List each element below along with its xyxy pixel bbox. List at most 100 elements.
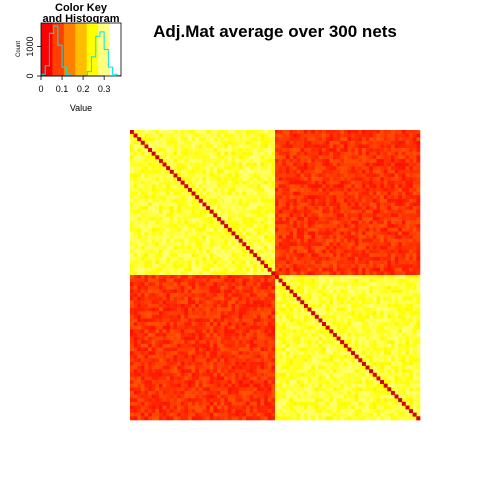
heatmap-cell [184, 351, 189, 355]
heatmap-cell [271, 333, 276, 337]
heatmap-cell [169, 242, 174, 247]
heatmap-cell [180, 340, 185, 345]
heatmap-cell [304, 191, 308, 196]
heatmap-cell [347, 246, 352, 250]
heatmap-cell [220, 300, 225, 305]
heatmap-cell [387, 220, 392, 225]
heatmap-cell [173, 195, 178, 200]
heatmap-cell [340, 267, 345, 272]
heatmap-cell [322, 285, 326, 290]
heatmap-cell [304, 318, 308, 323]
heatmap-cell [166, 343, 171, 348]
heatmap-cell [293, 235, 297, 239]
heatmap-cell [267, 206, 272, 210]
heatmap-cell [169, 220, 174, 225]
heatmap-cell [198, 307, 203, 312]
heatmap-cell [227, 311, 232, 316]
heatmap-cell [231, 180, 236, 185]
heatmap-cell [358, 311, 363, 316]
heatmap-cell [217, 195, 221, 200]
heatmap-cell [351, 347, 355, 352]
heatmap-cell [383, 206, 388, 210]
heatmap-cell [253, 256, 258, 261]
heatmap-cell [220, 278, 225, 283]
heatmap-cell [242, 340, 247, 345]
heatmap-cell [322, 271, 326, 276]
heatmap-cell [227, 314, 232, 319]
heatmap-cell [231, 296, 236, 301]
heatmap-cell [231, 267, 236, 272]
heatmap-cell [289, 267, 294, 272]
heatmap-cell [253, 300, 258, 305]
heatmap-cell [271, 184, 276, 189]
heatmap-cell [351, 246, 355, 250]
heatmap-cell [376, 333, 381, 337]
heatmap-cell [412, 256, 417, 261]
heatmap-cell [333, 253, 337, 258]
heatmap-cell [380, 322, 384, 326]
heatmap-cell [358, 144, 363, 149]
heatmap-cell [140, 162, 145, 167]
heatmap-cell [151, 137, 156, 142]
heatmap-cell [267, 340, 272, 345]
heatmap-cell [209, 340, 214, 345]
heatmap-cell [220, 162, 225, 167]
heatmap-cell [159, 166, 163, 171]
heatmap-cell [260, 202, 265, 207]
heatmap-cell [372, 311, 377, 316]
heatmap-cell [278, 256, 283, 261]
heatmap-cell [206, 318, 210, 323]
heatmap-cell [184, 220, 189, 225]
heatmap-cell [231, 253, 236, 258]
heatmap-cell [296, 148, 301, 152]
heatmap-cell [213, 195, 218, 200]
heatmap-cell [405, 275, 410, 279]
heatmap-cell [380, 333, 384, 337]
heatmap-cell [380, 260, 384, 265]
heatmap-cell [343, 198, 348, 203]
heatmap-cell [412, 264, 417, 268]
heatmap-cell [354, 329, 359, 334]
heatmap-cell [264, 166, 268, 171]
heatmap-cell [198, 140, 203, 145]
heatmap-cell [333, 235, 337, 239]
heatmap-cell [336, 285, 341, 290]
heatmap-cell [351, 336, 355, 341]
heatmap-cell [188, 333, 192, 337]
heatmap-cell [296, 227, 301, 232]
heatmap-cell [148, 133, 152, 138]
heatmap-cell [133, 311, 138, 316]
heatmap-cell [242, 343, 247, 348]
heatmap-cell [213, 351, 218, 355]
heatmap-cell [369, 148, 374, 152]
heatmap-cell [213, 260, 218, 265]
heatmap-cell [285, 227, 290, 232]
heatmap-cell [336, 144, 341, 149]
heatmap-cell [173, 304, 178, 308]
heatmap-cell [293, 155, 297, 160]
heatmap-cell [267, 166, 272, 171]
heatmap-cell [256, 343, 261, 348]
heatmap-cell [372, 278, 377, 283]
heatmap-cell [224, 253, 229, 258]
heatmap-cell [391, 206, 395, 210]
heatmap-cell [322, 148, 326, 152]
heatmap-cell [209, 231, 214, 236]
heatmap-cell [380, 249, 384, 254]
heatmap-cell [380, 242, 384, 247]
heatmap-cell [188, 173, 192, 178]
heatmap-cell [285, 133, 290, 138]
heatmap-cell [177, 351, 181, 355]
heatmap-cell [198, 329, 203, 334]
heatmap-cell [372, 325, 377, 330]
heatmap-cell [333, 242, 337, 247]
heatmap-cell [198, 343, 203, 348]
heatmap-cell [249, 314, 254, 319]
heatmap-cell [271, 213, 276, 218]
heatmap-cell [166, 347, 171, 352]
heatmap-cell [311, 166, 316, 171]
heatmap-cell [387, 231, 392, 236]
heatmap-cell [184, 289, 189, 294]
heatmap-cell [140, 264, 145, 268]
heatmap-cell [278, 148, 283, 152]
